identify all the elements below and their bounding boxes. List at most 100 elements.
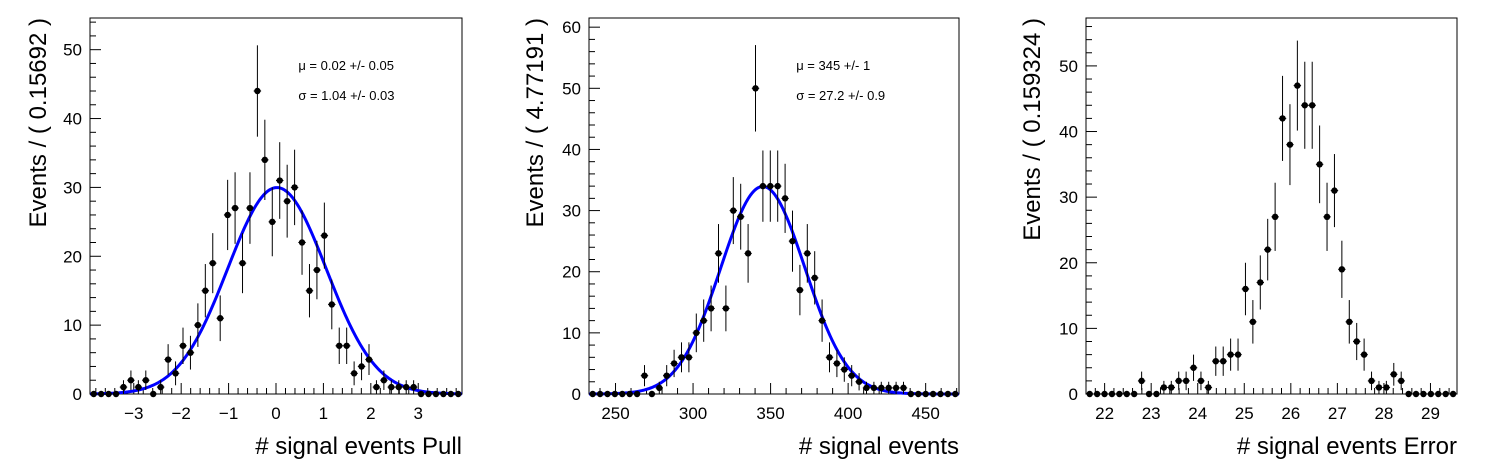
x-tick-label: 400 — [834, 404, 862, 423]
data-point — [633, 390, 641, 398]
data-marker — [885, 384, 892, 392]
data-marker — [1108, 390, 1116, 398]
data-point — [305, 264, 314, 318]
data-marker — [164, 356, 172, 363]
data-point — [1130, 390, 1138, 398]
data-point — [1412, 390, 1420, 398]
data-point — [1375, 380, 1383, 394]
data-marker — [1131, 390, 1138, 398]
data-marker — [641, 372, 648, 379]
data-marker — [187, 349, 194, 356]
data-point — [1204, 380, 1213, 394]
data-marker — [1442, 390, 1449, 398]
x-tick-label: −3 — [124, 404, 143, 423]
data-point — [1100, 390, 1109, 398]
data-point — [1382, 380, 1391, 394]
data-marker — [915, 390, 922, 398]
data-marker — [291, 184, 298, 191]
data-point — [914, 390, 922, 398]
data-point — [714, 224, 723, 283]
data-marker — [922, 390, 929, 398]
data-point — [692, 313, 700, 353]
data-marker — [1190, 364, 1197, 371]
data-point — [870, 381, 878, 394]
data-point — [335, 327, 343, 365]
data-marker — [97, 390, 105, 398]
data-point — [417, 390, 425, 398]
data-marker — [1316, 161, 1323, 168]
data-marker — [730, 207, 737, 214]
data-marker — [626, 390, 633, 398]
data-marker — [1383, 384, 1390, 391]
data-point — [231, 172, 239, 244]
data-marker — [1323, 213, 1331, 221]
y-tick-label: 40 — [63, 110, 82, 129]
signal-plot: 0 10 20 30 40 50 60 250 300 350 400 450 # signal eve… — [522, 17, 960, 460]
data-marker — [693, 329, 700, 337]
data-marker — [1271, 213, 1279, 221]
data-marker — [1197, 377, 1205, 385]
data-point — [1108, 390, 1116, 398]
data-point — [877, 381, 885, 394]
x-tick-label: 2 — [366, 404, 375, 423]
data-marker — [380, 377, 388, 384]
data-marker — [1294, 82, 1301, 89]
data-point — [380, 370, 388, 390]
data-marker — [373, 383, 380, 391]
gaussian-fit-curve — [588, 184, 959, 396]
data-marker — [336, 342, 343, 349]
data-point — [365, 344, 373, 375]
data-point — [1338, 240, 1346, 298]
x-tick-label: 27 — [1328, 404, 1347, 423]
data-point — [1212, 346, 1220, 376]
data-marker — [90, 390, 97, 398]
data-point — [350, 361, 358, 386]
data-point — [104, 390, 113, 398]
data-point — [1301, 61, 1309, 149]
data-marker — [306, 287, 313, 294]
data-point — [253, 45, 262, 137]
data-marker — [1338, 266, 1346, 273]
data-marker — [619, 390, 626, 398]
data-marker — [811, 274, 818, 282]
y-tick-label: 30 — [63, 178, 82, 197]
data-marker — [202, 287, 209, 294]
data-marker — [907, 390, 915, 398]
data-marker — [1220, 357, 1227, 365]
data-point — [201, 264, 210, 318]
data-point — [892, 381, 900, 394]
y-tick-label: 20 — [562, 263, 581, 282]
data-marker — [358, 363, 365, 370]
data-point — [796, 264, 804, 316]
data-marker — [1175, 377, 1182, 385]
data-point — [164, 344, 172, 375]
data-marker — [417, 390, 425, 398]
data-marker — [1346, 318, 1353, 326]
y-tick-label: 0 — [73, 385, 82, 404]
data-point — [156, 380, 165, 394]
data-point — [238, 233, 247, 294]
data-marker — [663, 372, 670, 379]
data-marker — [1168, 384, 1175, 391]
data-point — [781, 163, 789, 233]
data-point — [1449, 390, 1457, 398]
data-point — [803, 224, 811, 283]
data-marker — [120, 383, 127, 391]
data-marker — [863, 384, 870, 392]
x-axis-title: # signal events Pull — [255, 433, 462, 460]
data-marker — [700, 317, 707, 324]
data-point — [707, 285, 715, 332]
data-point — [921, 390, 930, 398]
data-marker — [596, 390, 604, 398]
data-point — [855, 373, 863, 391]
x-tick-label: 0 — [271, 404, 280, 423]
data-marker — [1360, 351, 1368, 358]
data-point — [424, 390, 433, 398]
data-point — [1197, 371, 1205, 391]
data-marker — [1205, 384, 1212, 391]
y-tick-label: 20 — [1059, 254, 1078, 273]
data-marker — [1227, 351, 1234, 358]
data-point — [1397, 371, 1405, 391]
x-tick-label: 22 — [1095, 404, 1114, 423]
y-tick-label: 60 — [562, 18, 581, 37]
